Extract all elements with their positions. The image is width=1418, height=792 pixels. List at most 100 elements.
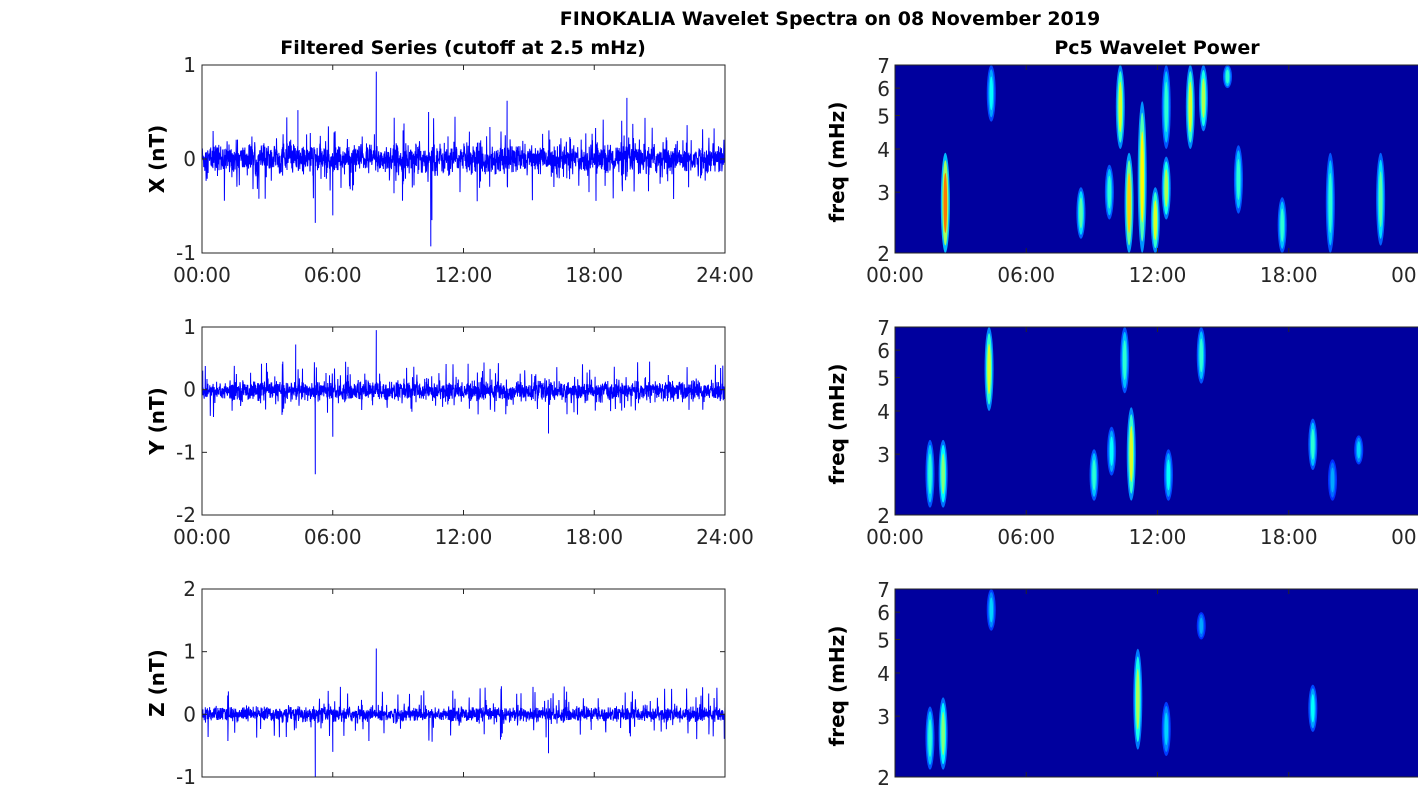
y-tick-label: 6 (877, 339, 890, 363)
wavelet-power-blob (1164, 712, 1169, 746)
y-axis-label: freq (mHz) (825, 364, 849, 485)
wavelet-power-blob (943, 172, 948, 233)
y-tick-label: 7 (877, 578, 890, 602)
wavelet-power-blob (1136, 668, 1140, 730)
y-tick-label: 5 (877, 628, 890, 652)
wavelet-power-blob (1140, 131, 1144, 223)
figure-title: FINOKALIA Wavelet Spectra on 08 November… (560, 8, 1100, 30)
wavelet-power-blob (1109, 436, 1114, 466)
y-tick-label: -1 (176, 765, 196, 788)
y-tick-label: 2 (183, 577, 196, 601)
y-tick-label: 0 (183, 702, 196, 726)
y-tick-label: 0 (183, 378, 196, 402)
x-tick-label: 18:00 (565, 525, 623, 549)
y-tick-label: 7 (877, 316, 890, 340)
wavelet-axes-y: 2 3 4 5 67 00:00 06:00 12:00 18:00 00:00 freq (mHz… (825, 316, 1418, 549)
axes-background (202, 327, 725, 515)
wavelet-power-blob (1122, 340, 1127, 381)
x-tick-label: 00:00 (173, 263, 231, 287)
wavelet-power-blob (1356, 441, 1361, 459)
x-tick-label: 06:00 (997, 525, 1055, 549)
wavelet-power-map (925, 327, 1364, 508)
x-tick-label: 06:00 (304, 263, 362, 287)
wavelet-power-blob (1129, 425, 1134, 483)
wavelet-power-blob (1127, 172, 1131, 233)
x-tick-label: 18:00 (565, 263, 623, 287)
y-tick-label: 2 (877, 766, 890, 788)
y-tick-label: 4 (877, 662, 890, 686)
y-tick-label: 7 (877, 54, 890, 78)
y-tick-label: -2 (176, 503, 196, 527)
wavelet-background (895, 327, 1418, 515)
x-tick-label: 12:00 (435, 263, 493, 287)
y-tick-label: 2 (877, 504, 890, 528)
x-tick-label: 12:00 (1129, 525, 1187, 549)
x-tick-label: 00:00 (866, 263, 924, 287)
axes-background (202, 589, 725, 777)
wavelet-power-blob (928, 453, 932, 495)
left-column-title: Filtered Series (cutoff at 2.5 mHz) (280, 37, 646, 59)
y-axis-label: freq (mHz) (825, 102, 849, 223)
y-tick-label: 6 (877, 601, 890, 625)
y-tick-label: 3 (877, 705, 890, 729)
wavelet-power-blob (989, 76, 994, 111)
x-tick-label: 00:00 (1391, 263, 1418, 287)
wavelet-power-map (940, 65, 1386, 253)
wavelet-power-blob (941, 711, 945, 756)
y-tick-label: -1 (176, 440, 196, 464)
x-tick-label: 18:00 (1260, 263, 1318, 287)
wavelet-power-blob (989, 597, 994, 623)
wavelet-background (895, 589, 1418, 777)
y-tick-label: 5 (877, 366, 890, 390)
wavelet-power-blob (1311, 428, 1315, 460)
wavelet-power-blob (1225, 69, 1230, 84)
x-tick-label: 24:00 (696, 263, 754, 287)
wavelet-power-blob (1118, 81, 1123, 133)
y-axis-label: X (nT) (145, 125, 169, 194)
right-column-title: Pc5 Wavelet Power (1054, 37, 1260, 59)
y-tick-label: 1 (183, 315, 196, 339)
wavelet-power-blob (1201, 78, 1206, 119)
timeseries-axes-x: -1 0 1 00:00 06:00 12:00 18:00 24:00 X (nT) (145, 53, 754, 287)
y-tick-label: -1 (176, 241, 196, 265)
wavelet-power-blob (928, 719, 932, 758)
y-axis-label: freq (mHz) (825, 626, 849, 747)
wavelet-power-blob (1164, 169, 1169, 207)
x-tick-label: 00:00 (173, 525, 231, 549)
wavelet-power-blob (1328, 172, 1333, 233)
x-tick-label: 06:00 (304, 525, 362, 549)
wavelet-power-blob (1079, 197, 1083, 229)
y-tick-label: 5 (877, 104, 890, 128)
wavelet-power-blob (1311, 694, 1315, 723)
y-tick-label: 3 (877, 181, 890, 205)
y-tick-label: 3 (877, 443, 890, 467)
wavelet-power-blob (1164, 81, 1169, 133)
wavelet-power-map (925, 589, 1318, 770)
wavelet-power-blob (1107, 175, 1112, 209)
wavelet-power-blob (1153, 200, 1158, 240)
series-line-y (202, 330, 725, 475)
wavelet-axes-x: 2 3 4 5 67 00:00 06:00 12:00 18:00 00:00 freq (mHz… (825, 54, 1418, 287)
y-tick-label: 6 (877, 77, 890, 101)
y-axis-label: Z (nT) (145, 649, 169, 717)
x-tick-label: 06:00 (997, 263, 1055, 287)
y-tick-label: 0 (183, 147, 196, 171)
x-tick-label: 00:00 (866, 525, 924, 549)
x-tick-label: 12:00 (1129, 263, 1187, 287)
y-tick-label: 1 (183, 640, 196, 664)
wavelet-power-blob (1199, 617, 1204, 635)
wavelet-power-blob (1092, 459, 1096, 491)
y-tick-label: 1 (183, 53, 196, 77)
wavelet-power-blob (1280, 208, 1284, 242)
wavelet-power-blob (1236, 158, 1241, 200)
y-tick-label: 4 (877, 138, 890, 162)
timeseries-axes-z: -1 0 1 2 Z (nT) (145, 577, 726, 789)
wavelet-power-blob (1188, 81, 1193, 133)
y-tick-label: 4 (877, 400, 890, 424)
x-tick-label: 24:00 (696, 525, 754, 549)
wavelet-power-blob (1166, 459, 1171, 491)
y-tick-label: 2 (877, 242, 890, 266)
series-line-z (202, 648, 725, 777)
y-axis-label: Y (nT) (145, 387, 169, 456)
